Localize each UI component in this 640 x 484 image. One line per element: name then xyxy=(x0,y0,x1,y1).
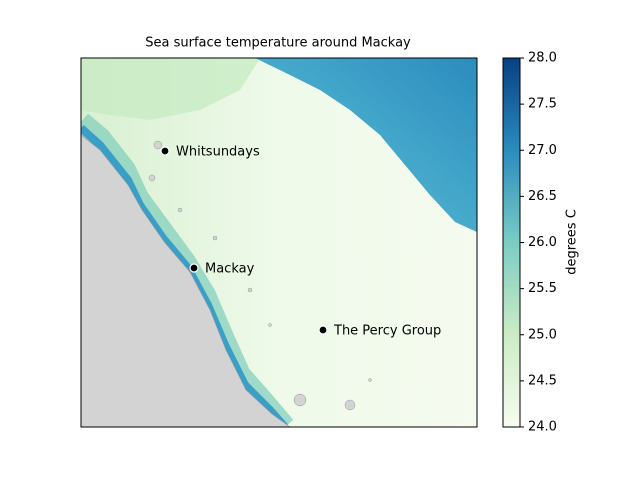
place-marker xyxy=(318,325,328,335)
place-markers: Whitsundays Mackay The Percy Group xyxy=(160,145,441,339)
warm-sea xyxy=(255,58,477,232)
colorbar-tick-label: 26.0 xyxy=(528,235,557,250)
colorbar-tick-label: 27.5 xyxy=(528,97,557,112)
place-label: Whitsundays xyxy=(176,145,260,160)
colorbar-tick-label: 25.5 xyxy=(528,281,557,296)
colorbar-tick-label: 26.5 xyxy=(528,189,557,204)
colorbar-tick-label: 24.5 xyxy=(528,373,557,388)
place-marker xyxy=(160,146,170,156)
place-label: Mackay xyxy=(205,262,255,277)
map-title: Sea surface temperature around Mackay xyxy=(145,36,411,51)
colorbar-tick-label: 28.0 xyxy=(528,51,557,66)
place-marker xyxy=(189,263,199,273)
colorbar xyxy=(502,57,521,428)
colorbar-tick-label: 24.0 xyxy=(528,420,557,435)
land xyxy=(81,134,291,427)
islands xyxy=(148,140,372,411)
place-label: The Percy Group xyxy=(333,324,441,339)
map-frame xyxy=(80,57,478,428)
map-area xyxy=(81,58,477,427)
colorbar-tick-label: 25.0 xyxy=(528,327,557,342)
colorbar-tick-label: 27.0 xyxy=(528,143,557,158)
shallow-sea xyxy=(81,58,260,120)
coastal-warm xyxy=(81,125,288,427)
colorbar-label: degrees C xyxy=(565,209,580,275)
